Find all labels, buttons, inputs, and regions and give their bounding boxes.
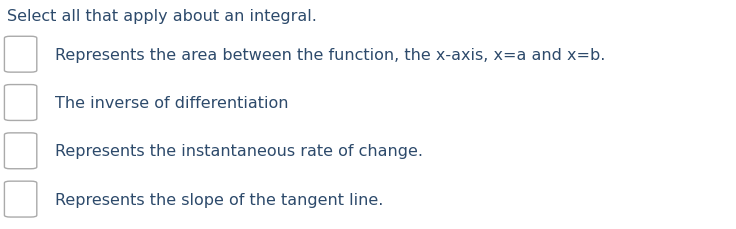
FancyBboxPatch shape [4, 181, 37, 217]
FancyBboxPatch shape [4, 85, 37, 121]
Text: The inverse of differentiation: The inverse of differentiation [55, 95, 289, 111]
FancyBboxPatch shape [4, 133, 37, 169]
Text: Represents the instantaneous rate of change.: Represents the instantaneous rate of cha… [55, 144, 423, 159]
Text: Select all that apply about an integral.: Select all that apply about an integral. [7, 9, 317, 24]
FancyBboxPatch shape [4, 37, 37, 73]
Text: Represents the area between the function, the x-axis, x=a and x=b.: Represents the area between the function… [55, 47, 606, 63]
Text: Represents the slope of the tangent line.: Represents the slope of the tangent line… [55, 192, 383, 207]
